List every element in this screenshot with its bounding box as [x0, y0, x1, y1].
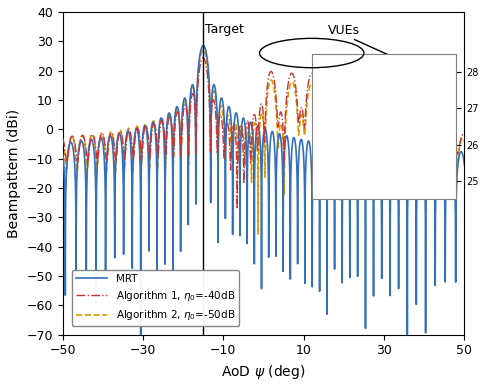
Legend: MRT, Algorithm 1, $\eta_0$=-40dB, Algorithm 2, $\eta_0$=-50dB: MRT, Algorithm 1, $\eta_0$=-40dB, Algori…: [72, 270, 239, 326]
Text: Target: Target: [205, 23, 244, 36]
Text: VUEs: VUEs: [328, 24, 360, 37]
Y-axis label: Beampattern (dBi): Beampattern (dBi): [7, 109, 21, 238]
X-axis label: AoD $\psi$ (deg): AoD $\psi$ (deg): [221, 363, 306, 381]
